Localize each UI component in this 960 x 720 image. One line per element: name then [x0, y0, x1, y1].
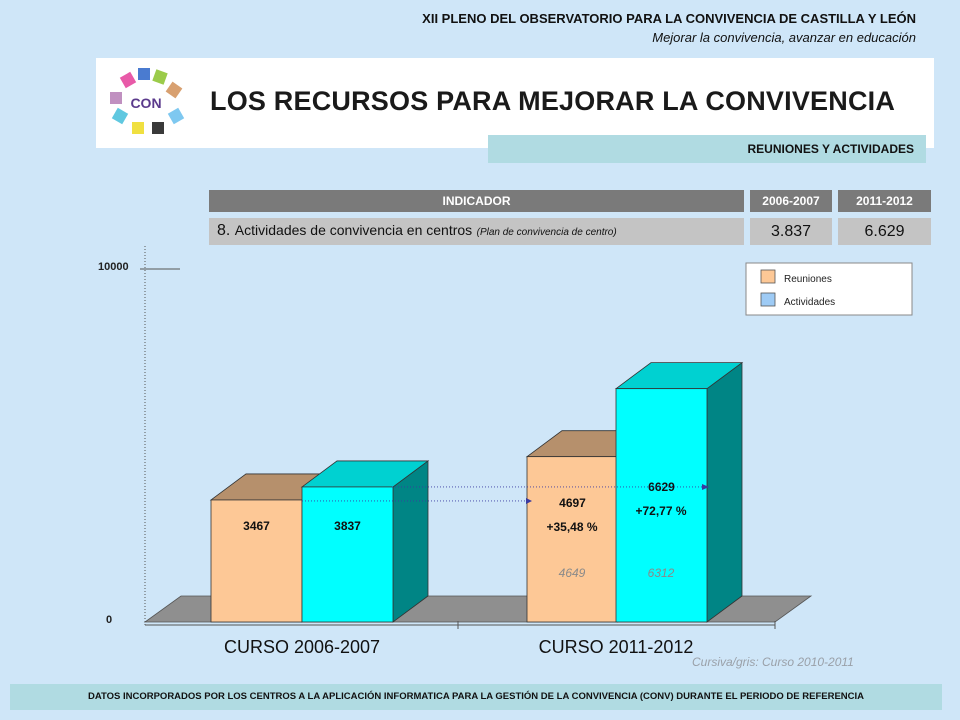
chart-floor [143, 595, 813, 623]
footer-bar: DATOS INCORPORADOS POR LOS CENTROS A LA … [10, 684, 942, 710]
logo-figure [110, 92, 122, 104]
indicator-sublabel: (Plan de convivencia de centro) [476, 227, 617, 238]
bar-side-actividades [392, 460, 429, 623]
footnote: Cursiva/gris: Curso 2010-2011 [692, 655, 854, 669]
y-tick-label: 0 [106, 614, 112, 626]
bar-side-reuniones [301, 473, 338, 623]
logo-figure [138, 68, 150, 80]
bar-side-reuniones [617, 429, 654, 623]
data-label: 3467 [243, 519, 270, 533]
section-label: REUNIONES Y ACTIVIDADES [747, 142, 914, 156]
bar-reuniones [526, 456, 619, 623]
data-label: 4697 [559, 496, 586, 510]
bar-top-reuniones [209, 473, 339, 501]
bar-reuniones [210, 499, 303, 623]
year2-header: 2011-2012 [838, 190, 931, 212]
con-logo-icon: CON [110, 68, 185, 134]
growth-label-reuniones: +35,48 % [546, 520, 597, 534]
indicator-number: 8. [217, 222, 231, 239]
logo-figure [167, 107, 185, 125]
previous-year-reuniones: 4649 [559, 566, 586, 580]
bar-top-actividades [300, 460, 430, 488]
x-tick-label: CURSO 2006-2007 [224, 637, 380, 657]
logo-figure [165, 81, 183, 99]
legend-swatch-reuniones [760, 269, 776, 284]
indicator-label: Actividades de convivencia en centros [234, 222, 473, 238]
legend-actividades: Actividades [784, 297, 835, 308]
growth-label-actividades: +72,77 % [635, 504, 686, 518]
logo-text: CON [130, 95, 161, 111]
data-label: 6629 [648, 480, 675, 494]
page-title: LOS RECURSOS PARA MEJORAR LA CONVIVENCIA [210, 86, 896, 116]
year1-header: 2006-2007 [750, 190, 832, 212]
previous-year-actividades: 6312 [648, 566, 675, 580]
logo-figure [111, 107, 129, 125]
year1-value: 3.837 [750, 218, 832, 245]
arrow-head-icon [702, 483, 709, 490]
footer-text: DATOS INCORPORADOS POR LOS CENTROS A LA … [87, 691, 865, 702]
section-bar: REUNIONES Y ACTIVIDADES [488, 135, 926, 163]
event-motto: Mejorar la convivencia, avanzar en educa… [652, 30, 916, 45]
logo-figure [152, 69, 168, 85]
title-banner [96, 58, 934, 148]
x-tick-label: CURSO 2011-2012 [539, 637, 694, 657]
logo-figure [152, 122, 164, 134]
indicator-row: 8. Actividades de convivencia en centros… [209, 218, 744, 245]
data-label: 3837 [334, 519, 361, 533]
bar-actividades [301, 486, 394, 623]
logo-figure [132, 122, 144, 134]
logo-figure [119, 71, 137, 89]
bar-top-reuniones [525, 430, 655, 458]
legend-box [745, 262, 913, 316]
bar-side-actividades [706, 361, 743, 623]
y-tick-label: 10000 [98, 261, 129, 273]
bar-top-actividades [614, 362, 744, 390]
legend-reuniones: Reuniones [784, 274, 832, 285]
event-title: XII PLENO DEL OBSERVATORIO PARA LA CONVI… [422, 11, 916, 26]
legend-swatch-actividades [760, 292, 776, 307]
bar-actividades [615, 388, 708, 623]
indicator-header: INDICADOR [209, 190, 744, 212]
year2-value: 6.629 [838, 218, 931, 245]
arrow-head-icon [526, 497, 532, 504]
